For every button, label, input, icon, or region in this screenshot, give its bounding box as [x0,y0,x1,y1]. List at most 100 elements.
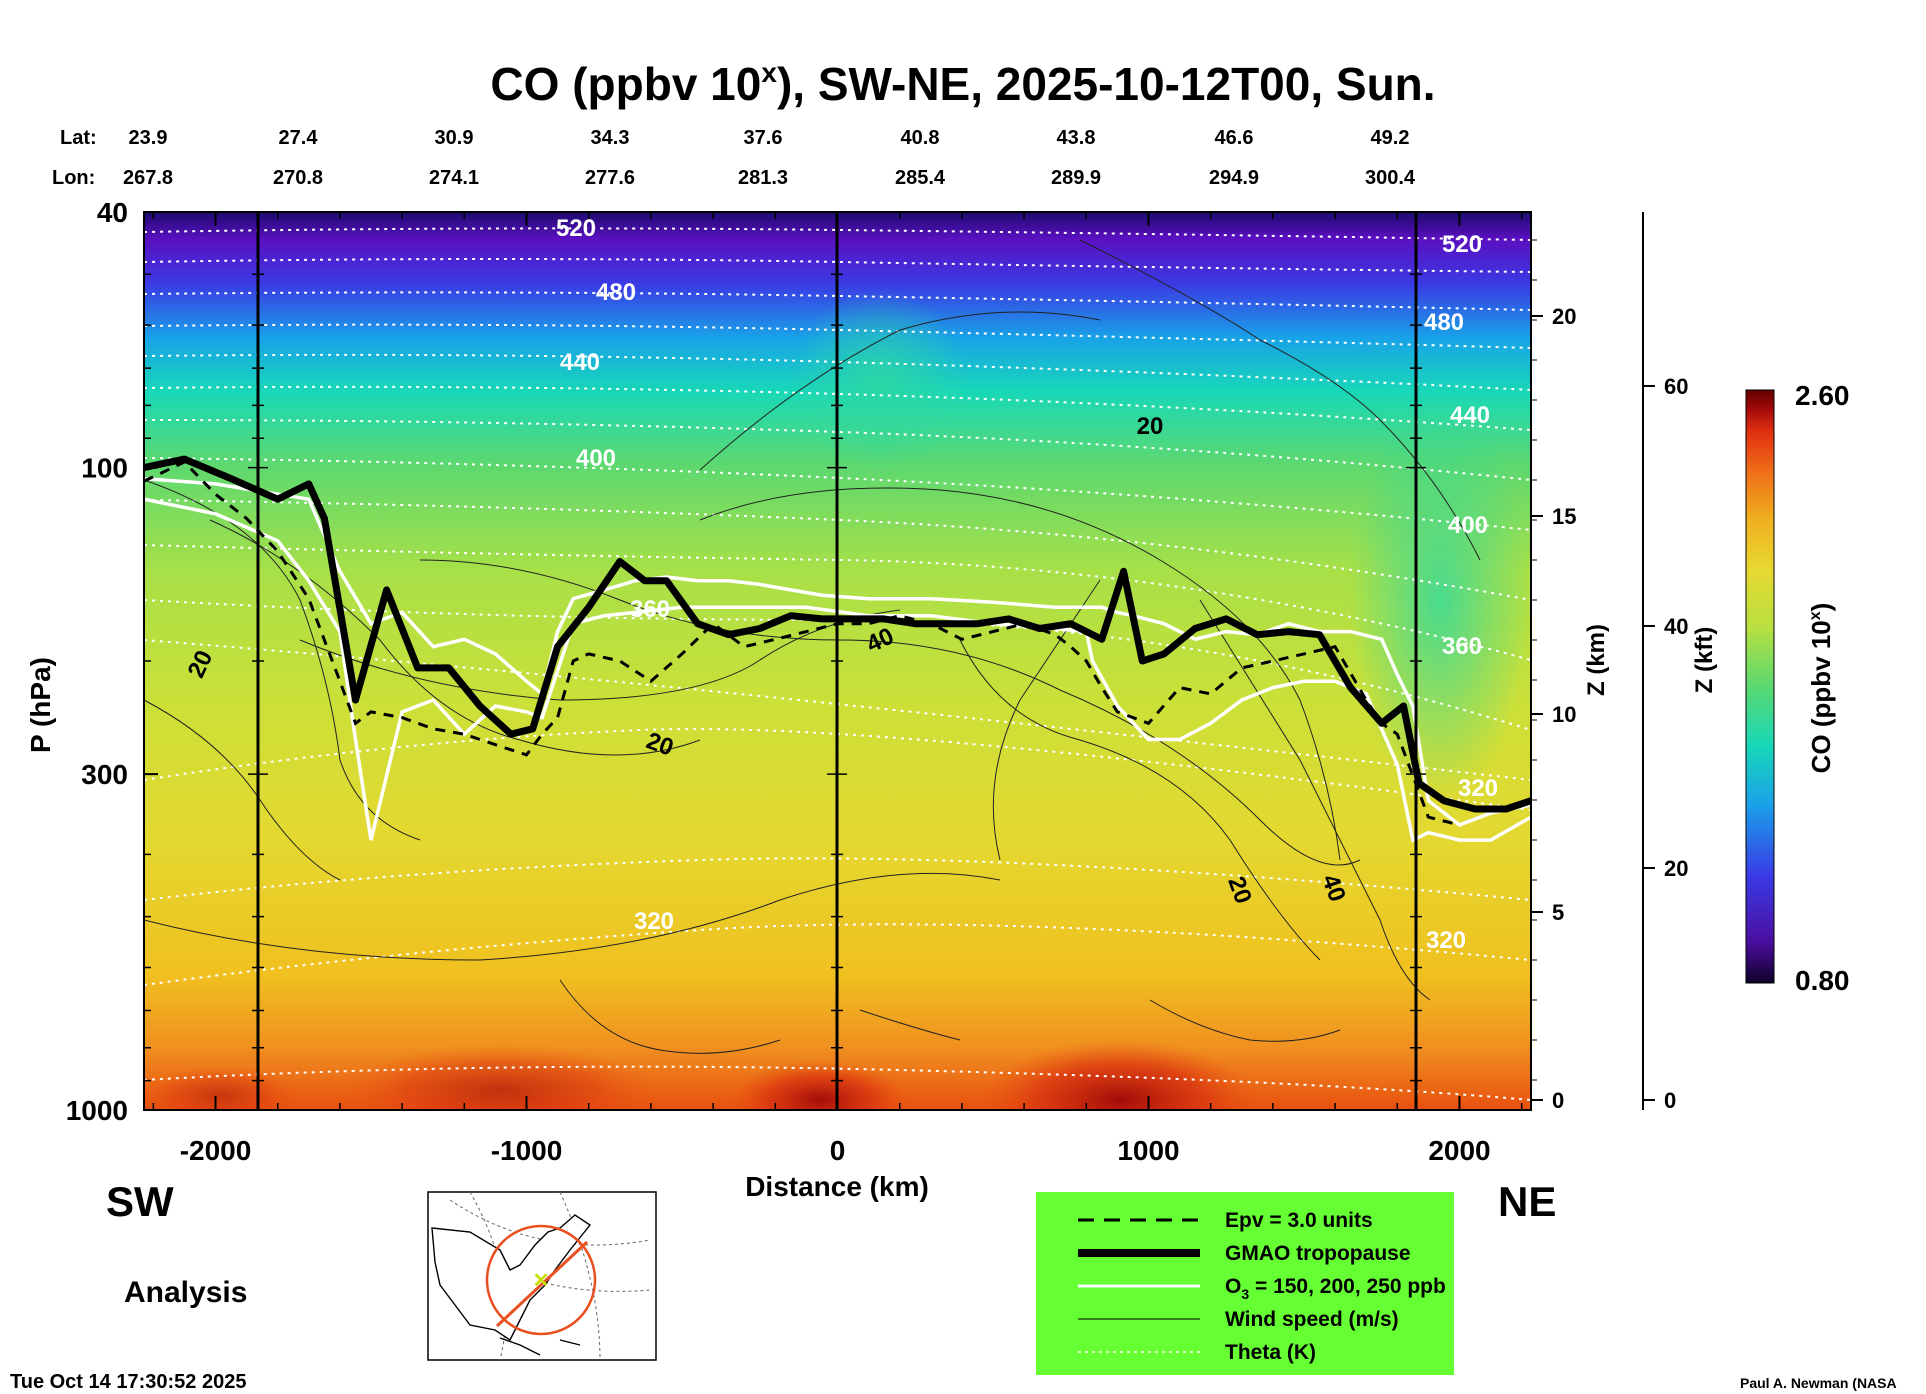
theta-isentrope [144,1065,1531,1101]
theta-isentrope [144,857,1531,901]
wind-speed-contour [209,519,701,756]
lon-value: 267.8 [123,167,173,189]
theta-isentrope [144,457,1531,531]
co-hotspot-3 [340,1045,660,1110]
co-hotspot-2 [730,1060,910,1110]
wind-speed-contour [1149,999,1341,1042]
wind-speed-contour [699,487,1341,861]
theta-contour-label: 480 [596,279,636,306]
theta-contour-label: 440 [560,349,600,376]
lat-value: 23.9 [129,127,168,149]
colorbar-max-label: 2.60 [1795,380,1850,411]
x-tick-label: 0 [830,1135,846,1166]
x-tick-label: -1000 [491,1135,563,1166]
lat-value: 43.8 [1057,127,1096,149]
lat-value: 49.2 [1371,127,1410,149]
z-km-tick-label: 15 [1552,504,1576,529]
lat-value: 27.4 [279,127,319,149]
theta-contour-label: 320 [634,908,674,935]
lon-value: 300.4 [1365,167,1416,189]
chart-title: CO (ppbv 10x), SW-NE, 2025-10-12T00, Sun… [490,57,1435,110]
theta-isentrope [144,728,1531,811]
z-kft-tick-label: 40 [1664,614,1688,639]
credit: Paul A. Newman (NASA [1740,1375,1897,1391]
wind-speed-contour [1199,599,1431,1001]
legend-label: Theta (K) [1225,1341,1316,1364]
y-tick-label: 300 [81,759,128,790]
theta-contour-label: 520 [556,215,596,242]
lat-row-label: Lat: [60,127,97,149]
z-kft-axis-label: Z (kft) [1691,627,1718,694]
lat-value: 37.6 [744,127,783,149]
z-km-tick-label: 20 [1552,304,1576,329]
wind-speed-contour [144,872,1001,961]
lon-value: 294.9 [1209,167,1259,189]
y-axis-label: P (hPa) [25,657,56,753]
wind-contour-label: 20 [1137,413,1164,440]
ne-label: NE [1498,1178,1556,1225]
inset-map-transect [495,1240,589,1328]
legend-label: GMAO tropopause [1225,1242,1411,1265]
lon-row-label: Lon: [52,167,95,189]
z-km-axis-label: Z (km) [1583,624,1610,696]
z-km-tick-label: 5 [1552,900,1564,925]
wind-speed-contour [959,639,1321,961]
co-field-green-region-ne [1350,400,1530,800]
theta-contour-label: 440 [1450,402,1490,429]
wind-speed-contour [144,699,341,881]
theta-contour-label: 480 [1424,309,1464,336]
theta-contour-label: 320 [1426,927,1466,954]
lat-value: 34.3 [591,127,630,149]
co-field-green-region [790,290,970,470]
x-axis-label: Distance (km) [745,1171,929,1202]
theta-isentrope [144,258,1531,273]
x-tick-label: 1000 [1117,1135,1179,1166]
epv-3-line [144,460,1460,827]
wind-speed-contour [1079,239,1481,561]
theta-contour-label: 400 [1448,512,1488,539]
theta-contour-label: 360 [630,596,670,623]
z-kft-tick-label: 0 [1664,1088,1676,1113]
y-tick-label: 100 [81,453,128,484]
lon-value: 274.1 [429,167,479,189]
wind-speed-contour [299,609,901,701]
colorbar-min-label: 0.80 [1795,965,1850,996]
theta-isentrope [144,323,1531,349]
analysis-label: Analysis [124,1276,247,1309]
theta-isentrope [144,544,1531,661]
theta-isentrope [144,419,1531,481]
y-tick-label: 1000 [66,1095,128,1126]
lon-value: 289.9 [1051,167,1101,189]
theta-contour-label: 360 [1442,633,1482,660]
wind-speed-contour [699,311,1101,471]
inset-map-caribbean [499,1337,581,1356]
legend: Epv = 3.0 units GMAO tropopause O3 = 150, … [1036,1192,1454,1375]
lon-value: 270.8 [273,167,323,189]
z-km-tick-label: 0 [1552,1088,1564,1113]
z-kft-tick-label: 20 [1664,856,1688,881]
inset-map-coastline [431,1214,592,1342]
x-tick-label: -2000 [180,1135,252,1166]
legend-label: Wind speed (m/s) [1225,1308,1399,1331]
x-tick-label: 2000 [1428,1135,1490,1166]
y-tick-label: 40 [97,197,128,228]
lat-value: 40.8 [901,127,940,149]
colorbar-label: CO (ppbv 10x) [1806,603,1836,774]
wind-speed-contour [859,1009,961,1041]
colorbar [1745,389,1775,984]
theta-isentrope [144,499,1531,601]
inset-map-center-icon: ✕ [533,1270,550,1292]
lon-value: 285.4 [895,167,946,189]
wind-speed-contour [992,579,1101,861]
theta-contour-label: 520 [1442,231,1482,258]
z-km-tick-label: 10 [1552,702,1576,727]
timestamp: Tue Oct 14 17:30:52 2025 [10,1371,246,1393]
z-kft-tick-label: 60 [1664,374,1688,399]
theta-contour-label: 320 [1458,775,1498,802]
inset-map: ✕ [427,1191,657,1361]
theta-contour-label: 400 [576,445,616,472]
wind-speed-contour [559,979,781,1054]
theta-isentrope [144,385,1531,431]
tropopause-line [144,455,1531,813]
